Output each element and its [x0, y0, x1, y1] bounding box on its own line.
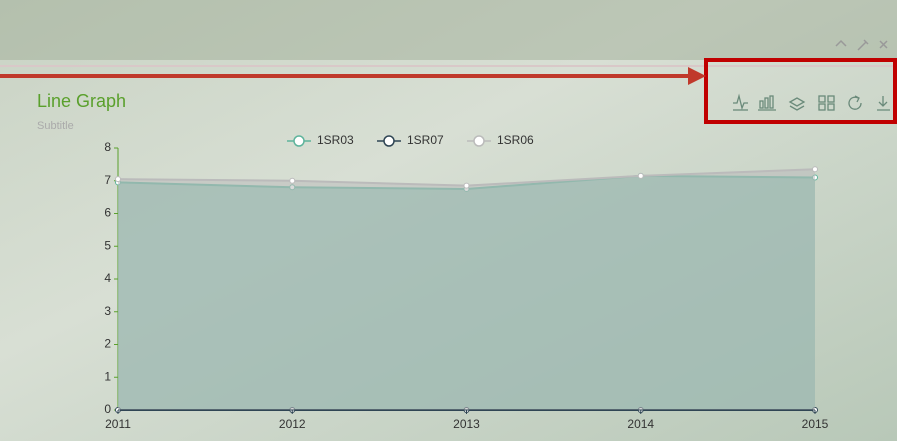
- legend-label: 1SR06: [497, 133, 534, 147]
- point: [464, 183, 469, 188]
- point: [813, 167, 818, 172]
- legend-marker: [474, 136, 484, 146]
- y-tick-label: 3: [104, 304, 111, 318]
- series-area: [118, 169, 815, 410]
- y-tick-label: 1: [104, 369, 111, 383]
- chart-title: Line Graph: [37, 91, 126, 111]
- point: [638, 173, 643, 178]
- y-tick-label: 2: [104, 337, 111, 351]
- x-tick-label: 2015: [802, 417, 829, 431]
- y-tick-label: 4: [104, 271, 111, 285]
- x-tick-label: 2012: [279, 417, 306, 431]
- y-tick-label: 7: [104, 173, 111, 187]
- x-tick-label: 2013: [453, 417, 480, 431]
- x-tick-label: 2011: [105, 417, 131, 431]
- point: [116, 177, 121, 182]
- x-tick-label: 2014: [627, 417, 654, 431]
- point: [290, 178, 295, 183]
- photo-top: [0, 0, 897, 60]
- y-tick-label: 8: [104, 140, 111, 154]
- legend-label: 1SR07: [407, 133, 444, 147]
- legend-marker: [384, 136, 394, 146]
- chart-subtitle: Subtitle: [37, 120, 74, 132]
- y-tick-label: 5: [104, 238, 111, 252]
- screenshot: Line Graph Subtitle 0 1 2 3 4 5 6 7 8 2011 2012 201…: [0, 0, 897, 441]
- y-tick-label: 6: [104, 206, 111, 220]
- legend-marker: [294, 136, 304, 146]
- y-tick-label: 0: [104, 402, 111, 416]
- legend-label: 1SR03: [317, 133, 354, 147]
